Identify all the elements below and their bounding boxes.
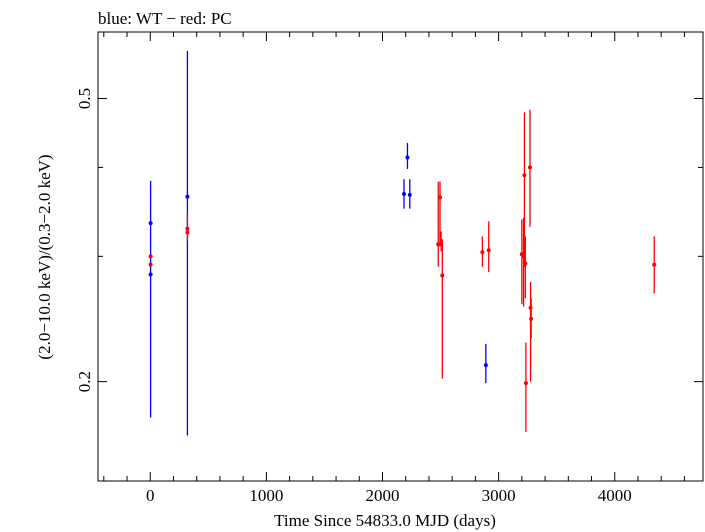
x-axis-ticks: [103, 32, 685, 481]
data-point: [148, 221, 153, 226]
data-point: [407, 192, 412, 197]
y-axis-label: (2.0−10.0 keV)/(0.3−2.0 keV): [35, 154, 54, 359]
data-point: [437, 195, 442, 200]
data-point: [527, 165, 532, 170]
data-point: [148, 262, 153, 267]
y-tick-label: 0.2: [75, 371, 94, 392]
x-axis-label: Time Since 54833.0 MJD (days): [274, 511, 496, 530]
data-point: [148, 254, 153, 259]
data-series: [148, 51, 657, 436]
data-point: [486, 248, 491, 253]
x-tick-label: 0: [146, 486, 155, 505]
data-point: [405, 155, 410, 160]
data-point: [185, 226, 190, 231]
x-tick-label: 1000: [249, 486, 283, 505]
data-point: [483, 363, 488, 368]
data-point: [185, 230, 190, 235]
data-point: [148, 272, 153, 277]
x-tick-label: 2000: [366, 486, 400, 505]
chart-title: blue: WT − red: PC: [98, 9, 232, 28]
data-point: [440, 273, 445, 278]
plot-frame: [97, 31, 704, 482]
data-point: [652, 262, 657, 267]
y-axis-ticks: [98, 97, 703, 383]
data-point: [185, 194, 190, 199]
data-point: [522, 173, 527, 178]
x-tick-label: 3000: [482, 486, 516, 505]
data-point: [480, 250, 485, 255]
data-point: [401, 192, 406, 197]
data-point: [523, 261, 528, 266]
x-axis-tick-labels: 0 1000 2000 3000 4000: [146, 486, 632, 505]
y-axis-tick-labels: 0.2 0.5: [75, 88, 94, 392]
data-point: [529, 316, 534, 321]
data-point: [523, 381, 528, 386]
data-point: [436, 242, 441, 247]
wt-series: [148, 51, 488, 436]
x-tick-label: 4000: [598, 486, 632, 505]
y-tick-label: 0.5: [75, 88, 94, 109]
pc-series: [148, 109, 657, 432]
